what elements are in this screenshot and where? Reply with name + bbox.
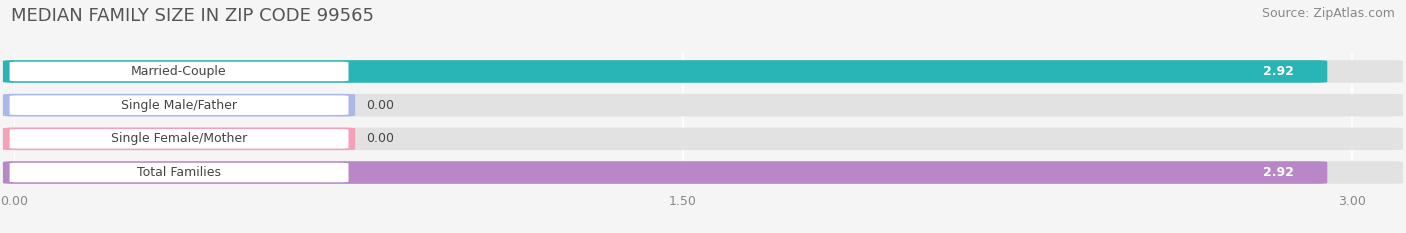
Text: Married-Couple: Married-Couple [131, 65, 226, 78]
FancyBboxPatch shape [3, 127, 1403, 150]
FancyBboxPatch shape [3, 94, 1403, 116]
Text: MEDIAN FAMILY SIZE IN ZIP CODE 99565: MEDIAN FAMILY SIZE IN ZIP CODE 99565 [11, 7, 374, 25]
FancyBboxPatch shape [3, 94, 356, 116]
FancyBboxPatch shape [3, 60, 1327, 83]
Text: Single Female/Mother: Single Female/Mother [111, 132, 247, 145]
FancyBboxPatch shape [10, 95, 349, 115]
FancyBboxPatch shape [3, 161, 1403, 184]
FancyBboxPatch shape [3, 60, 1403, 83]
FancyBboxPatch shape [10, 129, 349, 149]
FancyBboxPatch shape [10, 62, 349, 81]
FancyBboxPatch shape [10, 163, 349, 182]
Text: Single Male/Father: Single Male/Father [121, 99, 238, 112]
Text: Total Families: Total Families [136, 166, 221, 179]
Text: 0.00: 0.00 [367, 99, 394, 112]
Text: 2.92: 2.92 [1263, 65, 1294, 78]
Text: Source: ZipAtlas.com: Source: ZipAtlas.com [1261, 7, 1395, 20]
Text: 0.00: 0.00 [367, 132, 394, 145]
FancyBboxPatch shape [3, 127, 356, 150]
Text: 2.92: 2.92 [1263, 166, 1294, 179]
FancyBboxPatch shape [3, 161, 1327, 184]
